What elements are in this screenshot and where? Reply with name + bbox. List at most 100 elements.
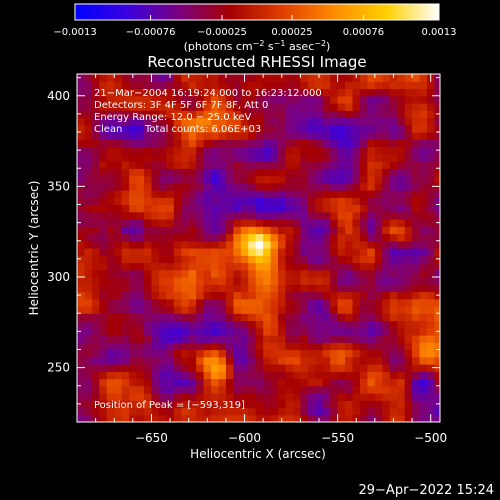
heatmap-cell <box>151 219 160 227</box>
heatmap-cell <box>158 124 167 133</box>
heatmap-cell <box>91 95 100 104</box>
heatmap-cell <box>270 117 279 126</box>
heatmap-cell <box>352 255 361 264</box>
heatmap-cell <box>292 182 301 191</box>
heatmap-cell <box>99 349 108 358</box>
heatmap-cell <box>173 262 182 271</box>
heatmap-cell <box>106 219 115 227</box>
heatmap-cell <box>181 110 190 119</box>
heatmap-cell <box>382 378 391 387</box>
heatmap-cell <box>99 233 108 242</box>
heatmap-cell <box>136 248 145 256</box>
heatmap-cell <box>106 313 115 322</box>
heatmap-cell <box>315 219 324 227</box>
time-range-text: 21−Mar−2004 16:19:24.000 to 16:23:12.000 <box>94 88 322 99</box>
heatmap-cell <box>144 81 153 90</box>
heatmap-cell <box>263 378 272 387</box>
heatmap-cell <box>300 364 309 372</box>
heatmap-cell <box>166 393 175 401</box>
heatmap-cell <box>389 132 398 140</box>
heatmap-cell <box>218 407 227 416</box>
heatmap-cell <box>345 335 354 343</box>
heatmap-cell <box>300 132 309 140</box>
heatmap-cell <box>255 407 264 416</box>
heatmap-cell <box>166 139 175 148</box>
heatmap-cell <box>285 240 294 249</box>
heatmap-cell <box>203 204 212 213</box>
heatmap-cell <box>426 233 436 242</box>
heatmap-cell <box>374 284 383 293</box>
heatmap-cell <box>337 103 346 111</box>
heatmap-cell <box>352 320 361 329</box>
heatmap-cell <box>374 233 383 242</box>
heatmap-cell <box>144 385 153 394</box>
heatmap-cell <box>181 320 190 329</box>
heatmap-cell <box>426 407 436 416</box>
heatmap-cell <box>263 277 272 285</box>
heatmap-cell <box>121 255 130 264</box>
heatmap-cell <box>218 385 227 394</box>
heatmap-cell <box>337 400 346 409</box>
heatmap-cell <box>345 364 354 372</box>
heatmap-cell <box>285 132 294 140</box>
heatmap-cell <box>397 327 406 336</box>
heatmap-cell <box>77 88 86 97</box>
heatmap-cell <box>121 182 130 191</box>
heatmap-cell <box>263 117 272 126</box>
heatmap-cell <box>382 226 391 235</box>
heatmap-cell <box>136 298 145 307</box>
heatmap-cell <box>121 197 130 206</box>
heatmap-cell <box>144 291 153 300</box>
heatmap-cell <box>144 139 153 148</box>
heatmap-cell <box>114 400 123 409</box>
heatmap-cell <box>359 385 368 394</box>
heatmap-cell <box>144 153 153 162</box>
heatmap-cell <box>374 277 383 285</box>
heatmap-cell <box>359 103 368 111</box>
heatmap-cell <box>129 190 138 198</box>
heatmap-cell <box>196 385 205 394</box>
heatmap-cell <box>248 313 257 322</box>
heatmap-cell <box>218 298 227 307</box>
heatmap-cell <box>300 153 309 162</box>
heatmap-cell <box>359 320 368 329</box>
heatmap-cell <box>337 124 346 133</box>
heatmap-cell <box>233 298 242 307</box>
heatmap-cell <box>322 364 331 372</box>
heatmap-cell <box>225 124 234 133</box>
heatmap-cell <box>434 298 440 307</box>
heatmap-cell <box>345 204 354 213</box>
heatmap-cell <box>315 385 324 394</box>
heatmap-cell <box>91 364 100 372</box>
heatmap-cell <box>285 153 294 162</box>
heatmap-cell <box>158 378 167 387</box>
heatmap-cell <box>352 306 361 314</box>
heatmap-cell <box>114 248 123 256</box>
heatmap-cell <box>397 81 406 90</box>
heatmap-cell <box>151 407 160 416</box>
heatmap-cell <box>307 117 316 126</box>
heatmap-cell <box>292 342 301 351</box>
heatmap-cell <box>173 269 182 278</box>
heatmap-cell <box>225 327 234 336</box>
heatmap-cell <box>77 226 86 235</box>
heatmap-cell <box>218 74 227 82</box>
heatmap-cell <box>225 356 234 365</box>
heatmap-cell <box>196 226 205 235</box>
heatmap-cell <box>322 356 331 365</box>
heatmap-cell <box>404 175 413 184</box>
heatmap-cell <box>77 103 86 111</box>
heatmap-cell <box>263 269 272 278</box>
heatmap-cell <box>77 146 86 155</box>
heatmap-cell <box>352 233 361 242</box>
heatmap-cell <box>300 161 309 169</box>
heatmap-cell <box>99 262 108 271</box>
heatmap-cell <box>136 74 145 82</box>
heatmap-cell <box>158 371 167 380</box>
heatmap-cell <box>359 284 368 293</box>
heatmap-cell <box>404 335 413 343</box>
heatmap-cell <box>382 320 391 329</box>
heatmap-cell <box>91 153 100 162</box>
heatmap-cell <box>382 356 391 365</box>
heatmap-cell <box>389 226 398 235</box>
